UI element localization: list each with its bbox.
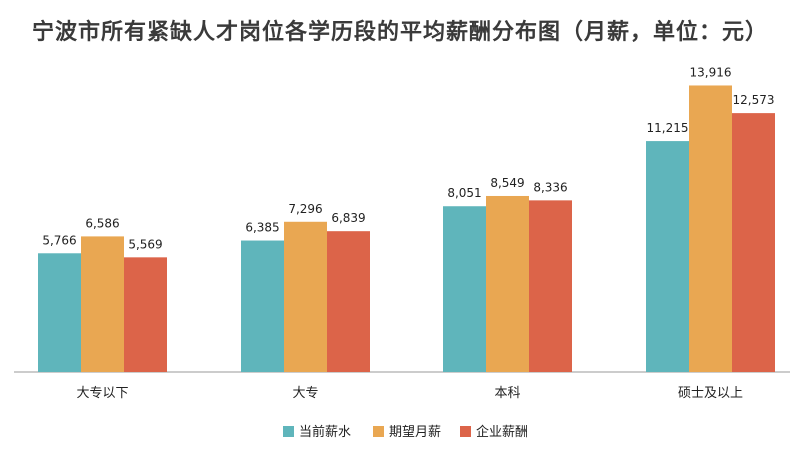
bar-value-label: 13,916 [690,65,732,79]
bar-value-label: 7,296 [288,202,322,216]
legend-label-0: 当前薪水 [299,424,351,440]
bar-1-2 [327,231,370,372]
bar-3-2 [732,113,775,372]
bar-3-1 [689,85,732,373]
bar-value-label: 5,569 [128,237,162,251]
bar-value-label: 8,336 [533,180,567,194]
legend-label-2: 企业薪酬 [476,424,528,440]
bar-2-0 [443,206,486,372]
bar-value-label: 11,215 [647,121,689,135]
bar-value-label: 12,573 [733,93,775,107]
bar-1-0 [241,240,284,372]
legend-swatch-2 [460,426,471,437]
bar-3-0 [646,141,689,372]
bar-value-label: 6,839 [331,211,365,225]
legend-swatch-0 [283,426,294,437]
bar-0-1 [81,236,124,372]
x-tick-label: 大专 [292,386,318,401]
bar-2-2 [529,200,572,372]
bar-0-2 [124,257,167,372]
bar-value-label: 5,766 [42,233,76,247]
legend-swatch-1 [373,426,384,437]
bar-value-label: 8,051 [447,186,481,200]
bar-1-1 [284,221,327,372]
legend-label-1: 期望月薪 [389,424,441,440]
bar-value-label: 6,385 [245,221,279,235]
bar-value-label: 8,549 [490,176,524,190]
bar-0-0 [38,253,81,372]
x-tick-label: 硕士及以上 [678,386,743,401]
x-tick-label: 本科 [494,386,520,401]
chart-title: 宁波市所有紧缺人才岗位各学历段的平均薪酬分布图（月薪，单位：元） [31,20,768,45]
bar-value-label: 6,586 [85,216,119,230]
x-tick-label: 大专以下 [76,386,128,401]
bar-2-1 [486,195,529,372]
